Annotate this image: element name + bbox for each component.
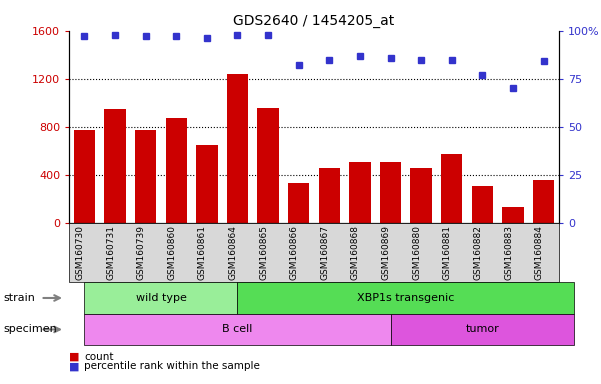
Text: GSM160883: GSM160883 — [504, 225, 513, 280]
Title: GDS2640 / 1454205_at: GDS2640 / 1454205_at — [233, 14, 395, 28]
Text: specimen: specimen — [3, 324, 56, 334]
Text: GSM160882: GSM160882 — [474, 225, 483, 280]
Bar — [105, 109, 126, 223]
Bar — [380, 162, 401, 223]
Text: GSM160867: GSM160867 — [320, 225, 329, 280]
Bar — [319, 168, 340, 223]
Text: GSM160868: GSM160868 — [351, 225, 360, 280]
Bar — [165, 118, 187, 223]
Text: B cell: B cell — [222, 324, 252, 334]
Bar — [502, 207, 523, 223]
Text: GSM160869: GSM160869 — [382, 225, 391, 280]
Bar — [74, 130, 95, 223]
Text: GSM160881: GSM160881 — [443, 225, 452, 280]
Text: ■: ■ — [69, 361, 79, 371]
Text: GSM160739: GSM160739 — [136, 225, 145, 280]
Text: strain: strain — [3, 293, 35, 303]
Text: GSM160861: GSM160861 — [198, 225, 207, 280]
Bar — [410, 167, 432, 223]
Text: wild type: wild type — [135, 293, 186, 303]
Bar — [533, 180, 554, 223]
Text: count: count — [84, 352, 114, 362]
Bar — [288, 183, 310, 223]
Bar — [349, 162, 371, 223]
Text: GSM160880: GSM160880 — [412, 225, 421, 280]
Text: GSM160731: GSM160731 — [106, 225, 115, 280]
Bar — [257, 108, 279, 223]
Text: tumor: tumor — [466, 324, 499, 334]
Text: percentile rank within the sample: percentile rank within the sample — [84, 361, 260, 371]
Bar — [227, 74, 248, 223]
Text: GSM160884: GSM160884 — [535, 225, 544, 280]
Bar — [441, 154, 463, 223]
Text: GSM160860: GSM160860 — [167, 225, 176, 280]
Bar — [196, 145, 218, 223]
Bar — [135, 130, 156, 223]
Text: GSM160730: GSM160730 — [75, 225, 84, 280]
Text: GSM160865: GSM160865 — [259, 225, 268, 280]
Text: GSM160866: GSM160866 — [290, 225, 299, 280]
Text: XBP1s transgenic: XBP1s transgenic — [357, 293, 454, 303]
Bar — [472, 186, 493, 223]
Text: ■: ■ — [69, 352, 79, 362]
Text: GSM160864: GSM160864 — [228, 225, 237, 280]
